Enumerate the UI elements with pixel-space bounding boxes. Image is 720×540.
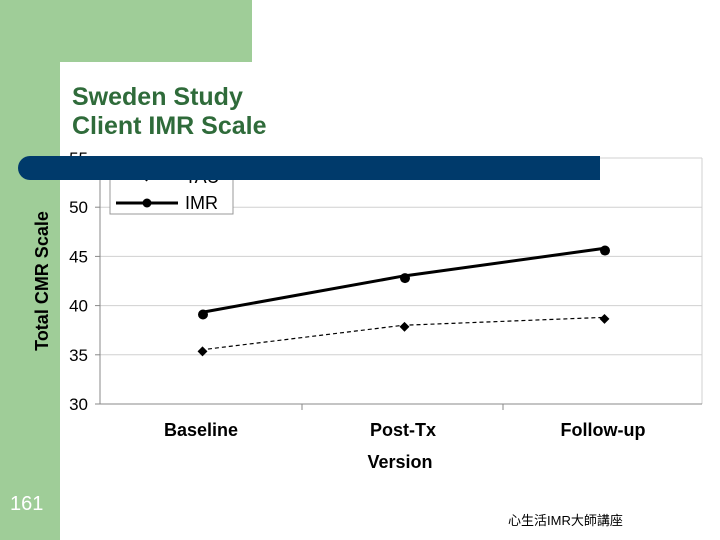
legend-marker-imr (142, 198, 152, 208)
slide-title: Sweden Study Client IMR Scale (72, 83, 267, 141)
data-point-imr (198, 309, 208, 320)
data-point-imr (600, 245, 610, 256)
title-line-1: Sweden Study (72, 83, 243, 111)
footer-text: 心生活IMR大師講座 (508, 513, 623, 528)
y-tick-label: 35 (69, 346, 88, 365)
y-axis-title: Total CMR Scale (32, 211, 52, 351)
x-tick-label: Post-Tx (370, 420, 436, 440)
x-axis-title: Version (367, 452, 432, 472)
legend-label-imr: IMR (185, 193, 218, 213)
x-tick-label: Baseline (164, 420, 238, 440)
y-tick-label: 50 (69, 198, 88, 217)
slide-number: 161 (10, 493, 44, 515)
green-side-band (0, 0, 60, 540)
data-point-tau (599, 313, 610, 324)
series-line-tau (200, 316, 604, 351)
green-top-band (0, 0, 252, 62)
data-point-tau (399, 321, 410, 332)
data-point-imr (400, 273, 410, 284)
x-tick-label: Follow-up (561, 420, 646, 440)
y-tick-label: 30 (69, 395, 88, 414)
data-point-tau (197, 346, 208, 357)
y-tick-label: 40 (69, 297, 88, 316)
y-tick-label: 45 (69, 247, 88, 266)
title-line-2: Client IMR Scale (72, 112, 267, 140)
title-underline-bar (18, 156, 600, 180)
